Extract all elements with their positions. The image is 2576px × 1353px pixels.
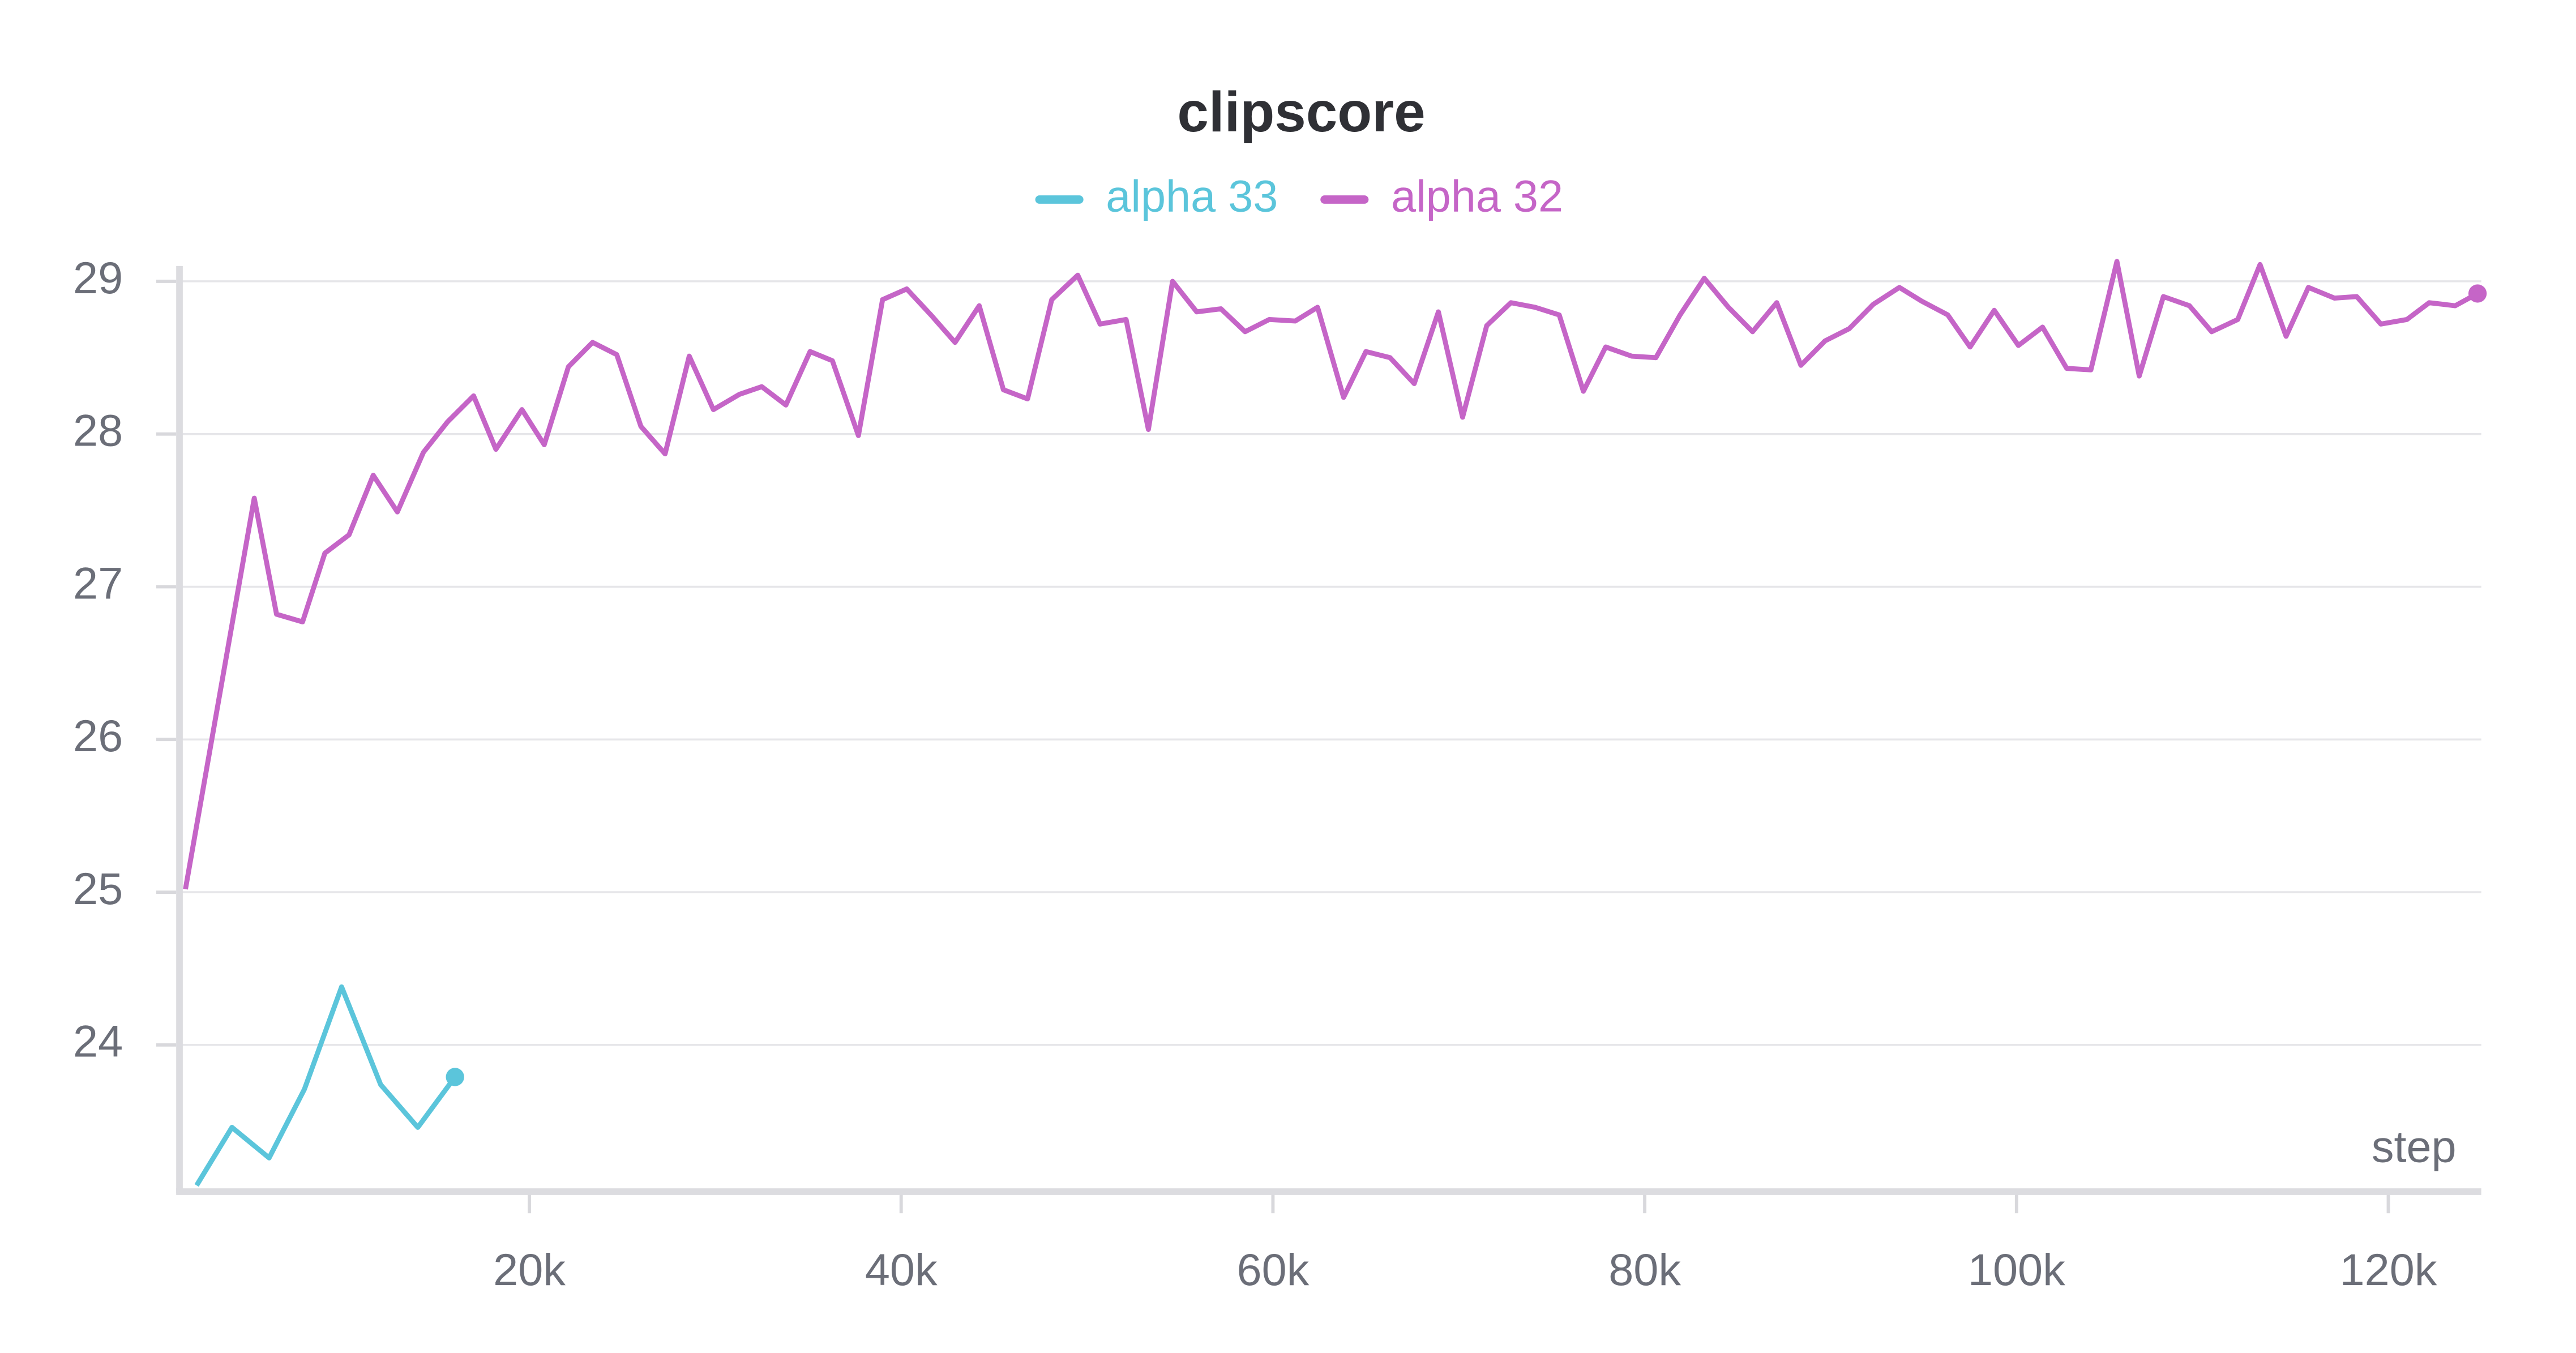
legend: alpha 33 alpha 32 [1035, 170, 1563, 221]
y-tick-label: 24 [73, 1016, 123, 1067]
legend-label: alpha 32 [1391, 170, 1563, 221]
y-tick-label: 26 [73, 710, 123, 761]
legend-item: alpha 33 [1035, 170, 1278, 221]
y-tick-label: 25 [73, 863, 123, 914]
y-tick-label: 28 [73, 405, 123, 456]
series-line [183, 259, 2479, 890]
series-line [194, 984, 457, 1187]
x-tick-label: 120k [2340, 1244, 2437, 1295]
chart-title: clipscore [1177, 81, 1425, 144]
end-point [2468, 284, 2487, 303]
x-tick-label: 80k [1608, 1244, 1681, 1295]
x-tick-label: 40k [865, 1244, 938, 1295]
end-point [446, 1068, 464, 1086]
legend-label: alpha 33 [1106, 170, 1278, 221]
x-tick-label: 60k [1237, 1244, 1310, 1295]
x-tick-label: 100k [1968, 1244, 2065, 1295]
x-tick-label: 20k [493, 1244, 566, 1295]
y-tick-label: 27 [73, 558, 123, 608]
y-tick-label: 29 [73, 252, 123, 303]
legend-item: alpha 32 [1320, 170, 1563, 221]
x-axis-label: step [2372, 1121, 2457, 1172]
